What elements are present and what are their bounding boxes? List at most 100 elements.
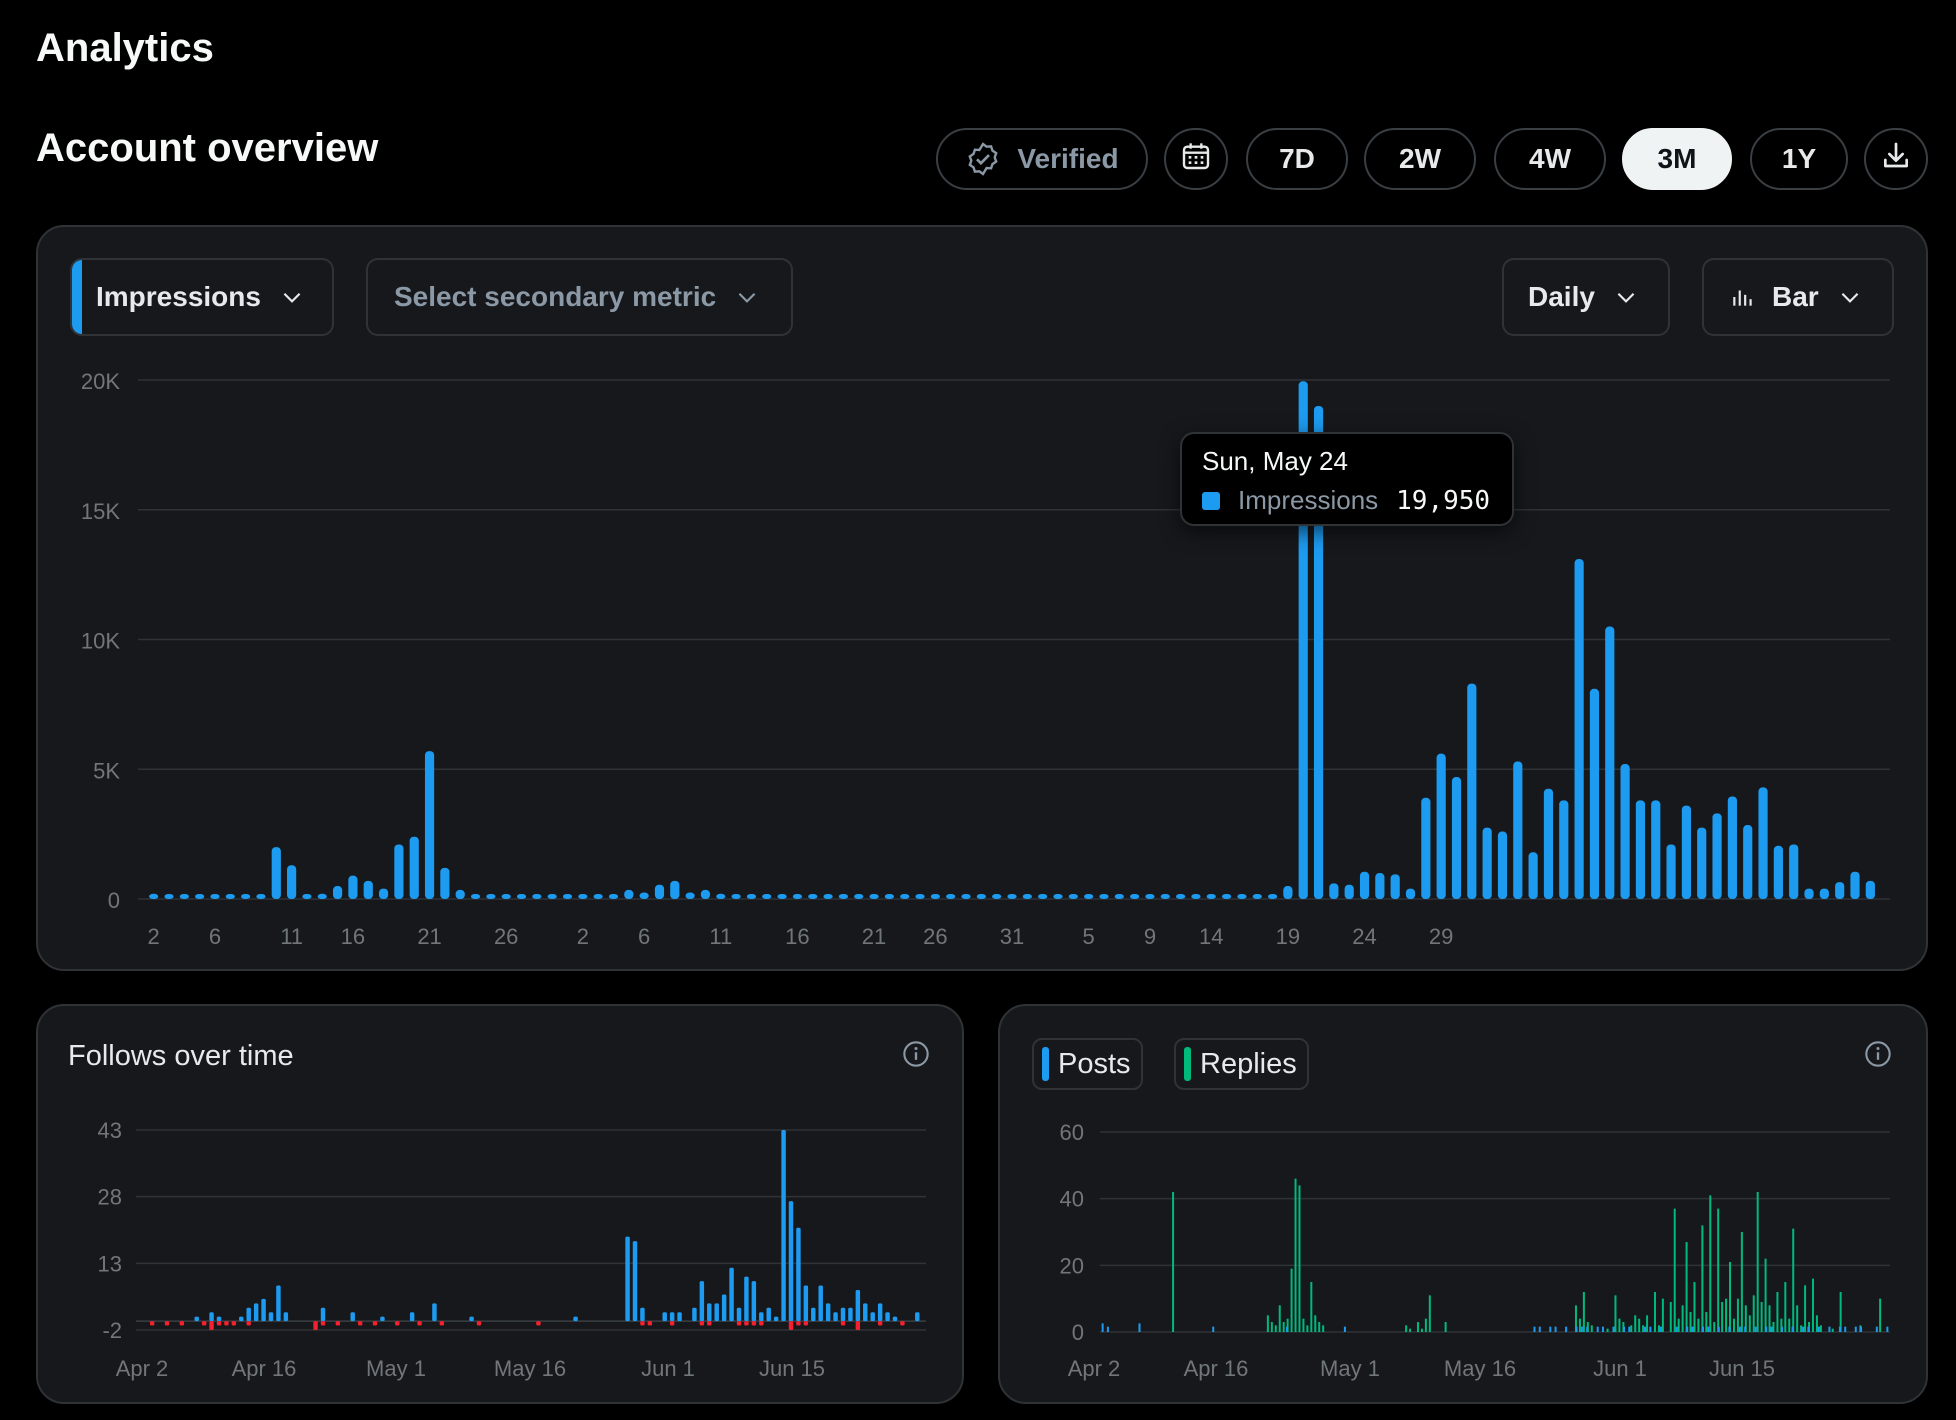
replies-bar (1646, 1315, 1649, 1332)
verified-filter-button[interactable]: Verified (936, 128, 1148, 190)
x-tick-label: Apr 2 (116, 1356, 169, 1381)
unfollows-bar (164, 1321, 170, 1326)
range-2w-button[interactable]: 2W (1364, 128, 1476, 190)
impressions-bar (470, 894, 481, 899)
follows-bar (885, 1312, 890, 1322)
unfollows-bar (877, 1321, 883, 1326)
replies-bar (1424, 1318, 1427, 1332)
x-tick-label: 6 (209, 924, 221, 949)
granularity-dropdown[interactable]: Daily (1502, 258, 1670, 336)
follows-bar (833, 1312, 838, 1322)
replies-bar (1322, 1325, 1325, 1332)
impressions-bar (1850, 871, 1860, 899)
impressions-bar (1819, 888, 1829, 899)
posts-bar (1717, 1326, 1720, 1332)
impressions-bar (930, 894, 940, 899)
range-1y-button[interactable]: 1Y (1750, 128, 1848, 190)
follows-bar (848, 1307, 853, 1322)
posts-replies-bar-chart[interactable]: 0 20 40 60 Apr 2 Apr 16 May 1 May 16 Jun 1 Jun 15 (0, 1080, 1956, 1400)
range-3m-button[interactable]: 3M (1622, 128, 1732, 190)
follows-bar (573, 1316, 578, 1322)
legend-replies[interactable]: Replies (1174, 1038, 1309, 1090)
follows-bar (714, 1303, 719, 1322)
replies-bar (1428, 1295, 1431, 1332)
replies-bar (1409, 1328, 1412, 1332)
secondary-metric-dropdown[interactable]: Select secondary metric (366, 258, 793, 336)
info-icon[interactable] (902, 1040, 930, 1073)
legend-posts[interactable]: Posts (1032, 1038, 1143, 1090)
posts-bar (1844, 1326, 1847, 1332)
replies-bar (1172, 1192, 1175, 1332)
unfollows-bar (736, 1321, 742, 1326)
impressions-bar (1099, 894, 1109, 899)
posts-bar (1586, 1326, 1589, 1332)
tooltip-value: 19,950 (1396, 485, 1491, 516)
unfollows-bar (216, 1321, 222, 1326)
replies-bar (1721, 1302, 1724, 1332)
impressions-bar (241, 894, 251, 899)
y-tick-label: 0 (108, 888, 120, 913)
replies-bar (1653, 1292, 1656, 1332)
primary-metric-dropdown[interactable]: Impressions (70, 258, 334, 336)
replies-bar (1638, 1318, 1641, 1332)
unfollows-bar (179, 1321, 185, 1326)
impressions-bar (225, 894, 235, 899)
replies-bar (1286, 1318, 1289, 1332)
calendar-button[interactable] (1164, 128, 1228, 190)
x-tick-label: 21 (417, 924, 441, 949)
app-title: Analytics (36, 26, 214, 70)
info-icon[interactable] (1864, 1040, 1892, 1073)
impressions-bar (1114, 894, 1124, 899)
follows-bar (736, 1307, 742, 1322)
download-button[interactable] (1864, 128, 1928, 190)
follows-bar (632, 1241, 638, 1322)
replies-bar (1578, 1318, 1581, 1332)
x-tick-label: Jun 1 (1593, 1356, 1647, 1381)
follows-bar (781, 1130, 786, 1322)
impressions-bar (516, 894, 527, 899)
replies-bar (1709, 1195, 1712, 1332)
replies-bar (1752, 1295, 1755, 1332)
follows-bar (729, 1267, 734, 1322)
replies-bar (1618, 1318, 1621, 1332)
follows-bar (209, 1312, 214, 1322)
replies-bar (1804, 1285, 1807, 1332)
impressions-bar (1513, 761, 1523, 899)
replies-bar (1582, 1292, 1585, 1332)
replies-bar (1717, 1208, 1720, 1332)
tooltip-metric: Impressions (1238, 485, 1379, 515)
replies-bar (1764, 1258, 1767, 1332)
unfollows-bar (855, 1321, 861, 1330)
posts-bar (1580, 1326, 1583, 1332)
unfollows-bar (840, 1321, 846, 1326)
chart-type-dropdown[interactable]: Bar (1702, 258, 1894, 336)
impressions-bar (317, 893, 327, 899)
impressions-bar (149, 893, 159, 899)
replies-bar (1732, 1318, 1735, 1332)
impressions-bar (486, 894, 496, 899)
follows-bar (662, 1312, 667, 1322)
impressions-bar (409, 836, 419, 899)
impressions-bar (1835, 882, 1845, 899)
follows-bar-chart[interactable]: -2 13 28 43 Apr 2 Apr 16 May 1 May 16 Jun 1 Jun 1… (0, 1080, 980, 1400)
impressions-bar (1681, 805, 1692, 899)
posts-bar (1649, 1326, 1652, 1332)
replies-bar (1318, 1322, 1321, 1332)
range-7d-button[interactable]: 7D (1246, 128, 1348, 190)
follows-bar (863, 1303, 868, 1322)
impressions-bar (777, 894, 787, 899)
replies-bar (1294, 1178, 1297, 1332)
impressions-bar (1344, 884, 1354, 899)
x-tick-label: 24 (1352, 924, 1376, 949)
impressions-bar (1804, 888, 1814, 899)
posts-bar (1549, 1326, 1552, 1332)
range-4w-button[interactable]: 4W (1494, 128, 1606, 190)
replies-bar (1290, 1268, 1293, 1332)
replies-bar (1282, 1322, 1285, 1332)
impressions-bar (639, 892, 649, 899)
impressions-bar (670, 880, 680, 899)
impressions-bar (1053, 894, 1063, 899)
section-title: Account overview (36, 126, 379, 170)
impressions-bar (1758, 787, 1768, 899)
